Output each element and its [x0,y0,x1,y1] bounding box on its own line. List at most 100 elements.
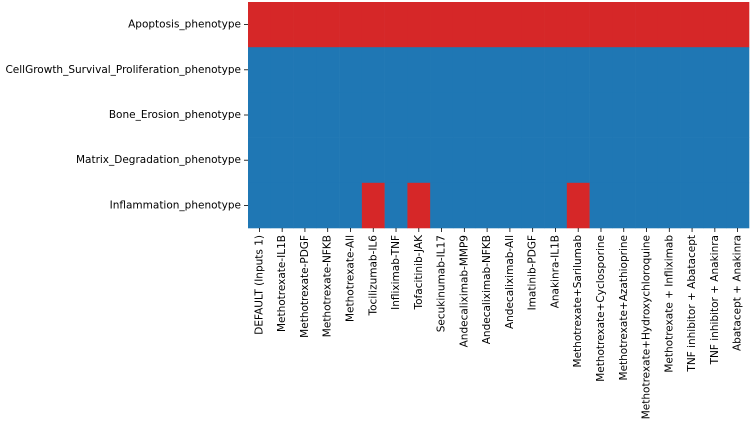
x-tick-label: TNF inhibitor + Anakinra [709,235,721,365]
heatmap-cell [430,92,454,138]
heatmap-cell [589,92,613,138]
heatmap-cell [521,137,545,184]
heatmap-cell [270,182,294,229]
heatmap-cell [339,92,363,138]
heatmap-cell [635,92,659,138]
heatmap-cell [612,92,636,138]
heatmap-cell [680,2,704,48]
heatmap-cell [726,47,750,93]
heatmap-cell [521,92,545,138]
heatmap-cell [452,47,477,93]
heatmap-cell [293,47,317,93]
heatmap-cell [316,2,340,48]
x-tick-label: Tocilizumab-IL6 [367,235,379,317]
heatmap-cell [544,182,568,229]
heatmap-cell [293,92,317,138]
heatmap-cell [544,137,568,184]
heatmap-cell [612,137,636,184]
y-tick-label: CellGrowth_Survival_Proliferation_phenot… [5,64,241,76]
heatmap-cell [361,92,385,138]
heatmap-cell [270,137,294,184]
heatmap-cell [566,182,590,229]
heatmap-cell [316,47,340,93]
heatmap-cell [635,47,659,93]
heatmap-cell [293,182,317,229]
heatmap-cell [680,137,704,184]
heatmap-cell [339,182,363,229]
heatmap-cell [339,2,363,48]
heatmap-cell [339,47,363,93]
x-tick-label: Tofacitinib-JAK [413,234,425,311]
y-tick-label: Matrix_Degradation_phenotype [76,154,241,166]
heatmap-cell [475,137,499,184]
heatmap-cell [657,2,681,48]
x-tick-label: Anakinra-IL1B [549,235,561,308]
heatmap-cell [361,2,385,48]
heatmap-cell [544,47,568,93]
heatmap-cell [384,182,408,229]
heatmap-cell [316,137,340,184]
heatmap-cell [521,182,545,229]
x-tick-label: Andecaliximab-All [504,235,516,329]
heatmap-cell [430,137,454,184]
heatmap-cell [361,137,385,184]
heatmap-cell [430,182,454,229]
x-tick-label: Methotrexate+Azathioprine [618,235,630,380]
heatmap-cell [475,92,499,138]
heatmap-cell [430,2,454,48]
heatmap-cell [452,182,477,229]
heatmap-cell [248,137,272,184]
heatmap-cell [657,47,681,93]
heatmap-cell [657,182,681,229]
heatmap-cell [452,137,477,184]
heatmap-cell [612,182,636,229]
heatmap-cell [452,92,477,138]
heatmap-cell [475,182,499,229]
heatmap-cell [316,92,340,138]
heatmap-cell [339,137,363,184]
heatmap-cell [384,137,408,184]
heatmap-cell [589,182,613,229]
heatmap-cell [498,2,522,48]
y-tick-label: Bone_Erosion_phenotype [109,109,241,121]
x-tick-label: Secukinumab-IL17 [436,235,448,332]
heatmap-cell [544,92,568,138]
heatmap-cell [589,47,613,93]
x-tick-label: Andecaliximab-MMP9 [458,235,470,347]
x-tick-label: Methotrexate+Hydroxychloroquine [641,235,653,419]
heatmap-cell [589,137,613,184]
heatmap-cell [248,182,272,229]
heatmap-cell [407,92,431,138]
y-tick-label: Apoptosis_phenotype [128,19,241,31]
heatmap-cell [407,137,431,184]
x-tick-label: Methotrexate-PDGF [299,235,311,338]
heatmap-cell [521,2,545,48]
heatmap-cell [498,92,522,138]
heatmap-cell [293,2,317,48]
heatmap-cell [657,137,681,184]
heatmap-cell [270,2,294,48]
heatmap-cell [703,182,727,229]
heatmap-cell [703,2,727,48]
heatmap-cell [703,137,727,184]
heatmap-cell [612,47,636,93]
heatmap-cell [361,47,385,93]
x-tick-label: Methotrexate+Sarilumab [572,235,584,368]
heatmap-cell [566,92,590,138]
heatmap-cell [566,137,590,184]
heatmap-cell [384,2,408,48]
heatmap-cell [452,2,477,48]
heatmap-cell [635,182,659,229]
heatmap-cell [635,137,659,184]
x-tick-label: Methotrexate + Infliximab [663,235,675,373]
heatmap-cell [566,2,590,48]
heatmap-cell [384,47,408,93]
x-tick-label: TNF inhibitor + Abatacept [686,235,698,373]
heatmap-cell [726,182,750,229]
heatmap-cell [407,47,431,93]
x-tick-label: Methotrexate-All [344,235,356,322]
heatmap-cell [475,2,499,48]
heatmap-cell [248,92,272,138]
